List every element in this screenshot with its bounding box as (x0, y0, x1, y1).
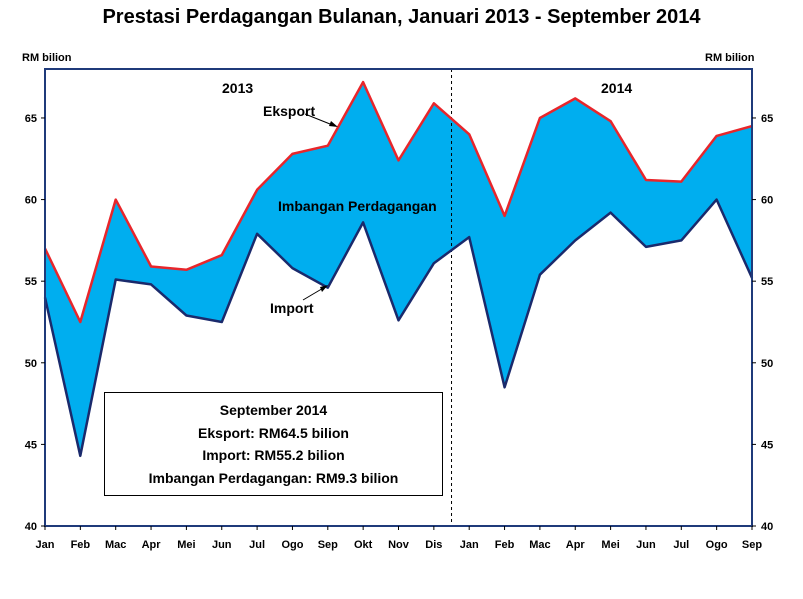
import-line (43, 198, 754, 458)
y-ticks-left: 40 45 50 55 60 65 (25, 113, 45, 533)
x-tick-label: Jul (249, 539, 265, 551)
x-tick-label: Mac (105, 539, 126, 551)
info-box-line-export: Eksport: RM64.5 bilion (198, 424, 349, 441)
annotation-layer: 2013 2014 Eksport Imbangan Perdagangan I… (222, 80, 632, 316)
import-annotation: Import (270, 300, 314, 316)
x-tick-label: Nov (388, 539, 410, 551)
balance-annotation: Imbangan Perdagangan (278, 198, 437, 214)
info-box: September 2014 Eksport: RM64.5 bilion Im… (104, 392, 443, 496)
x-tick-label: Jan (36, 539, 55, 551)
y-tick-label-left: 45 (25, 439, 37, 451)
y-ticks-right: 40 45 50 55 60 65 (752, 113, 773, 533)
chart-title: Prestasi Perdagangan Bulanan, Januari 20… (102, 6, 701, 28)
y-tick-label-right: 40 (761, 521, 773, 533)
info-box-line-period: September 2014 (219, 402, 328, 418)
y-tick-label-right: 50 (761, 358, 773, 370)
x-tick-label: Jun (212, 539, 232, 551)
x-tick-label: Feb (495, 539, 515, 551)
y-tick-label-left: 55 (25, 276, 37, 288)
x-tick-label: Dis (425, 539, 442, 551)
x-tick-label: Ogo (706, 539, 728, 551)
import-arrow (302, 285, 328, 301)
balance-fill-layer (45, 82, 752, 456)
info-box-line-balance: Imbangan Perdagangan: RM9.3 bilion (148, 469, 399, 486)
x-tick-label: Ogo (281, 539, 303, 551)
y-tick-label-left: 50 (25, 358, 37, 370)
y-tick-label-left: 40 (25, 521, 37, 533)
x-tick-label: Jul (673, 539, 689, 551)
year-label-2013: 2013 (222, 80, 253, 96)
x-ticks: Jan Feb Mac Apr Mei Jun Jul Ogo Sep Okt Nov Dis Jan F… (36, 526, 762, 551)
x-tick-label: Mei (601, 539, 619, 551)
x-tick-label: Okt (354, 539, 373, 551)
x-tick-label: Feb (71, 539, 91, 551)
export-line (43, 80, 753, 324)
y-axis-unit-right: RM bilion (705, 52, 755, 64)
y-tick-label-right: 55 (761, 276, 773, 288)
x-tick-label: Apr (566, 539, 586, 551)
x-tick-label: Jun (636, 539, 656, 551)
x-tick-label: Apr (142, 539, 162, 551)
y-tick-label-left: 60 (25, 195, 37, 207)
y-tick-label-left: 65 (25, 113, 37, 125)
series-lines-layer (43, 80, 754, 458)
x-tick-label: Sep (318, 539, 338, 551)
y-tick-label-right: 60 (761, 195, 773, 207)
x-tick-label: Mac (529, 539, 550, 551)
x-tick-label: Mei (177, 539, 195, 551)
x-tick-label: Jan (460, 539, 479, 551)
balance-area (45, 82, 752, 456)
x-tick-label: Sep (742, 539, 762, 551)
y-tick-label-right: 65 (761, 113, 773, 125)
year-label-2014: 2014 (601, 80, 632, 96)
y-tick-label-right: 45 (761, 439, 773, 451)
info-box-line-import: Import: RM55.2 bilion (202, 447, 345, 463)
export-annotation: Eksport (263, 103, 315, 119)
export-arrow (304, 113, 338, 127)
y-axis-unit-left: RM bilion (22, 52, 72, 64)
